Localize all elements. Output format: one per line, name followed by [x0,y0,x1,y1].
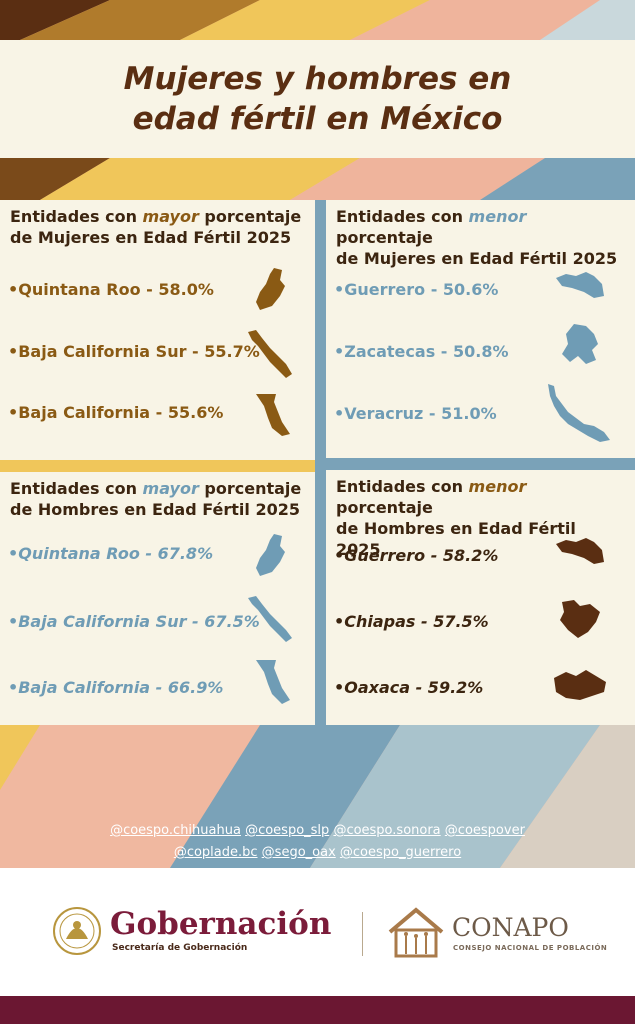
conapo-logo-text: CONAPO [452,913,569,942]
title-highlight: mayor [142,207,199,226]
guerrero-map-icon [556,538,604,564]
baja-california-sur-map-icon [248,596,292,642]
mention-link[interactable]: @coespover [444,823,525,838]
mention-link[interactable]: @coespo.chihuahua [110,823,241,838]
gobernacion-subtitle: Secretaría de Gobernación [112,943,248,953]
page-title: Mujeres y hombres en edad fértil en Méxi… [124,59,512,139]
panel-men-higher: Entidades con mayor porcentaje de Hombre… [0,472,315,725]
title-part: Entidades con [10,207,143,226]
mention-link[interactable]: @sego_oax [261,845,336,860]
title-part: Entidades con [336,477,469,496]
zacatecas-map-icon [562,324,598,364]
title-line-2: edad fértil en México [132,101,503,137]
title-line-2: de Mujeres en Edad Fértil 2025 [336,249,618,268]
panel-men-lower: Entidades con menor porcentaje de Hombre… [326,470,635,725]
list-item-veracruz: •Veracruz - 51.0% [334,404,497,423]
gobernacion-logo-text: Gobernación [110,906,332,942]
mention-link[interactable]: @coespo_guerrero [339,845,462,860]
mention-link[interactable]: @coespo.sonora [333,823,441,838]
baja-california-map-icon [256,394,290,436]
quintana-roo-map-icon [256,534,285,576]
list-item-quintana-roo: •Quintana Roo - 67.8% [8,544,214,563]
footer-divider [362,912,363,956]
title-box: Mujeres y hombres en edad fértil en Méxi… [0,40,635,158]
title-line-1: Mujeres y hombres en [123,61,512,97]
footer [0,868,635,996]
oaxaca-map-icon [554,670,606,700]
footer-bar [0,996,635,1024]
title-part: Entidades con [10,479,143,498]
list-item-guerrero: •Guerrero - 58.2% [334,546,499,565]
title-part: porcentaje [198,207,302,226]
title-highlight: menor [468,477,527,496]
title-highlight: mayor [142,479,199,498]
list-item-baja-california-sur: •Baja California Sur - 67.5% [8,612,260,631]
mexico-coat-of-arms-icon [53,907,101,955]
list-item-baja-california: •Baja California - 55.6% [8,403,224,422]
title-part: porcentaje [336,498,433,517]
baja-california-map-icon [256,660,290,704]
quintana-roo-map-icon [256,268,285,310]
list-item-zacatecas: •Zacatecas - 50.8% [334,342,509,361]
title-line-2: de Hombres en Edad Fértil 2025 [10,500,300,519]
baja-california-sur-map-icon [248,330,292,378]
list-item-quintana-roo: •Quintana Roo - 58.0% [8,280,214,299]
panel-title: Entidades con menor porcentaje de Mujere… [336,206,625,269]
title-line-2: de Hombres en Edad Fértil 2025 [336,519,576,559]
veracruz-map-icon [548,384,610,442]
list-item-guerrero: •Guerrero - 50.6% [334,280,499,299]
title-highlight: menor [468,207,527,226]
list-item-chiapas: •Chiapas - 57.5% [334,612,489,631]
panel-women-higher: Entidades con mayor porcentaje de Mujere… [0,200,315,460]
title-part: Entidades con [336,207,469,226]
title-part: porcentaje [336,228,433,247]
mention-link[interactable]: @coespo_slp [245,823,330,838]
list-item-baja-california: •Baja California - 66.9% [8,678,224,697]
chiapas-map-icon [560,600,600,638]
conapo-subtitle: CONSEJO NACIONAL DE POBLACIÓN [453,944,608,952]
conapo-house-icon [388,907,444,958]
title-part: porcentaje [198,479,302,498]
list-item-baja-california-sur: •Baja California Sur - 55.7% [8,342,260,361]
panel-title: Entidades con menor porcentaje de Hombre… [336,476,625,560]
list-item-oaxaca: •Oaxaca - 59.2% [334,678,484,697]
panel-title: Entidades con mayor porcentaje de Mujere… [10,206,305,248]
mentions-line-2: @coplade.bc @sego_oax @coespo_guerrero [0,843,635,863]
mention-link[interactable]: @coplade.bc [173,845,258,860]
mentions-line-1: @coespo.chihuahua @coespo_slp @coespo.so… [0,821,635,841]
panel-women-lower: Entidades con menor porcentaje de Mujere… [326,200,635,458]
title-line-2: de Mujeres en Edad Fértil 2025 [10,228,292,247]
panel-title: Entidades con mayor porcentaje de Hombre… [10,478,305,520]
guerrero-map-icon [556,272,604,298]
